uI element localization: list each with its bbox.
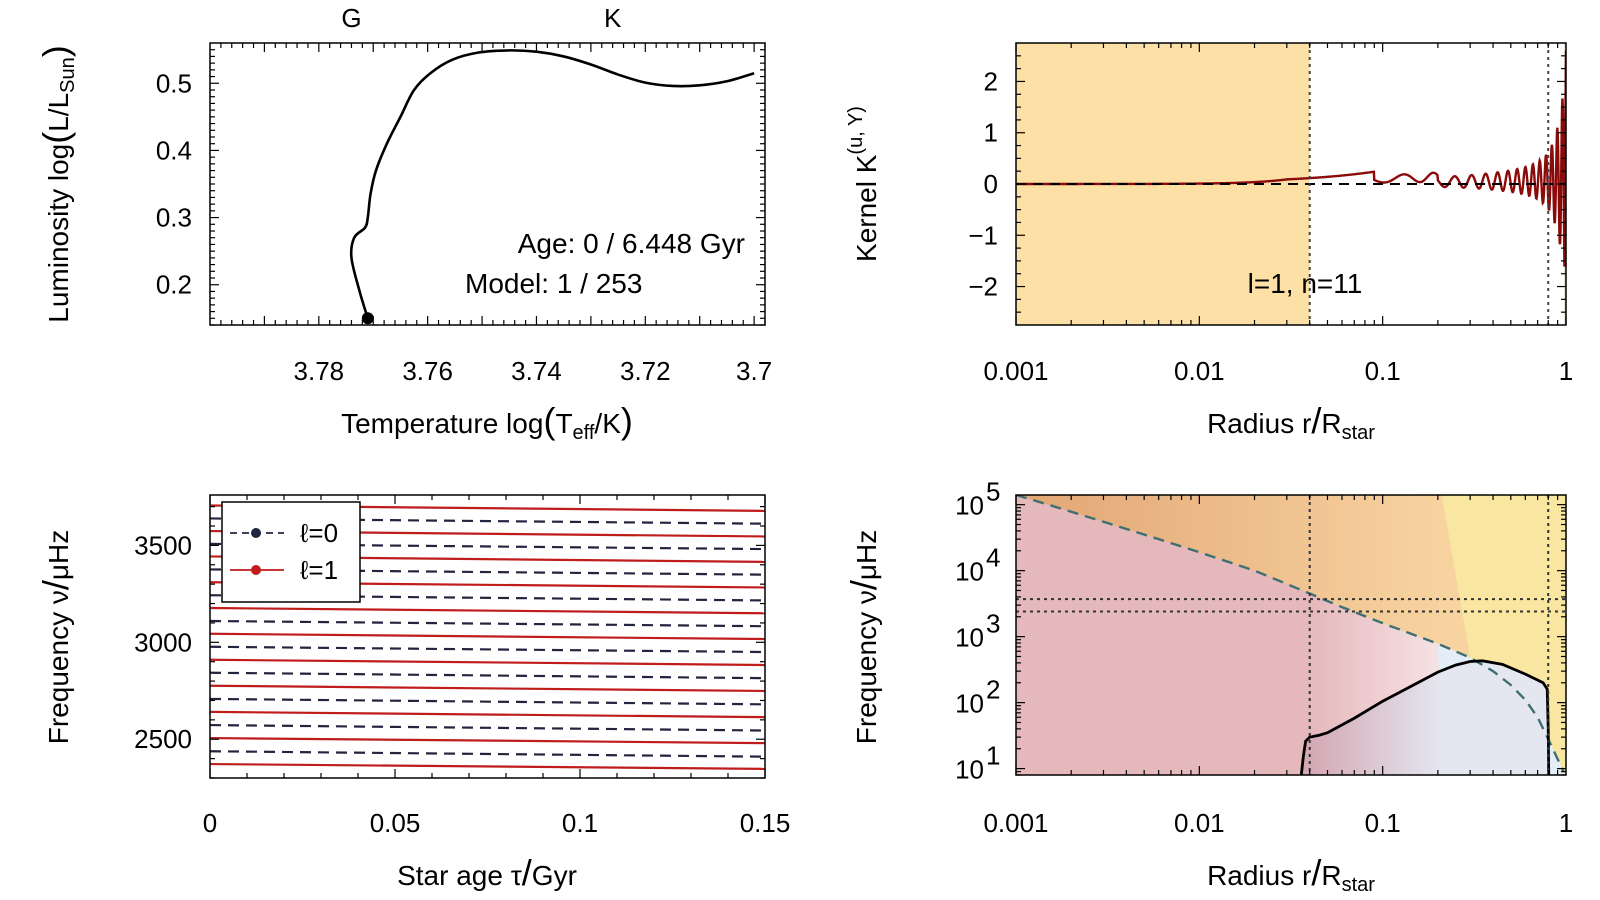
l0-mode-line <box>209 750 766 758</box>
prop-x-tick-label: 0.01 <box>1174 808 1225 838</box>
legend-l0-label: ℓ=0 <box>300 518 338 548</box>
l1-mode-line <box>209 710 766 719</box>
legend-l1-marker <box>251 565 261 575</box>
kernel-x-axis-label: Radius r/Rstar <box>1207 400 1375 444</box>
l1-mode-line <box>209 632 766 641</box>
prop-x-axis-label: Radius r/Rstar <box>1207 852 1375 896</box>
freq-x-tick-label: 0.1 <box>562 808 598 838</box>
buoyancy-frequency-curve <box>1299 659 1551 775</box>
kernel-y-tick-label: 1 <box>984 118 998 148</box>
prop-axes-frame <box>1015 494 1567 776</box>
kernel-y-tick-label: −2 <box>968 272 998 302</box>
kernel-x-tick-label: 0.01 <box>1174 356 1225 386</box>
kernel-y-tick-label: 0 <box>984 169 998 199</box>
hr-y-tick-label: 0.4 <box>156 135 192 165</box>
l0-mode-line <box>209 645 766 654</box>
prop-y-tick-label: 10 <box>955 491 984 521</box>
prop-y-axis-label: Frequency ν/μHz <box>843 530 884 744</box>
freq-x-tick-label: 0.05 <box>370 808 421 838</box>
prop-x-tick-label: 0.001 <box>983 808 1048 838</box>
legend: ℓ=0 ℓ=1 <box>221 501 361 603</box>
prop-y-tick-label: 10 <box>955 557 984 587</box>
prop-y-tick-exponent: 4 <box>986 543 1000 573</box>
freq-y-axis-label: Frequency ν/μHz <box>35 530 76 744</box>
spectral-class-label: G <box>341 3 361 33</box>
freq-x-axis-label: Star age τ/Gyr <box>397 852 577 893</box>
kernel-panel: 0.001 0.01 0.1 1 2 1 0 −1 −2 l=1, n=11 Radius r/… <box>845 42 1573 444</box>
gravity-mode-region <box>1301 660 1549 775</box>
l0-mode-line <box>209 723 766 732</box>
hr-x-tick-label: 3.76 <box>402 356 453 386</box>
spectral-class-label: K <box>604 3 622 33</box>
hr-x-axis-label: Temperature log(Teff/K) <box>341 400 633 444</box>
prop-y-tick-label: 10 <box>955 755 984 785</box>
hr-x-tick-label: 3.72 <box>620 356 671 386</box>
hr-y-axis-label: Luminosity log(L/LSun) <box>35 45 79 323</box>
l1-mode-line <box>209 684 766 693</box>
lamb-frequency-curve <box>1016 495 1565 773</box>
legend-l0-marker <box>251 528 261 538</box>
evolution-track <box>349 49 755 319</box>
freq-axes-frame <box>209 494 766 779</box>
hr-x-tick-label: 3.74 <box>511 356 562 386</box>
kernel-x-tick-label: 0.001 <box>983 356 1048 386</box>
mode-annotation: l=1, n=11 <box>1248 268 1363 299</box>
kernel-y-tick-label: −1 <box>968 220 998 250</box>
prop-y-tick-exponent: 3 <box>986 609 1000 639</box>
l0-mode-line <box>209 619 766 628</box>
l1-mode-line <box>209 658 766 667</box>
l1-mode-line <box>209 606 766 615</box>
frequency-age-panel: 0 0.05 0.1 0.15 2500 3000 3500 ℓ=0 ℓ=1 Star ag… <box>35 494 791 893</box>
legend-box <box>221 501 361 603</box>
current-model-marker <box>361 312 374 325</box>
freq-y-tick-label: 3500 <box>134 530 192 560</box>
prop-y-tick-label: 10 <box>955 689 984 719</box>
prop-y-tick-label: 10 <box>955 623 984 653</box>
above-lamb-region <box>1016 495 1566 775</box>
age-annotation: Age: 0 / 6.448 Gyr <box>518 228 745 259</box>
l1-mode-line <box>209 736 766 745</box>
freq-y-tick-label: 2500 <box>134 724 192 754</box>
hr-y-tick-label: 0.2 <box>156 270 192 300</box>
legend-l1-label: ℓ=1 <box>300 555 338 585</box>
prop-y-tick-exponent: 1 <box>986 741 1000 771</box>
model-annotation: Model: 1 / 253 <box>465 268 642 299</box>
hr-x-tick-label: 3.78 <box>294 356 345 386</box>
prop-x-tick-label: 0.1 <box>1365 808 1401 838</box>
prop-x-tick-label: 1 <box>1559 808 1573 838</box>
kernel-y-tick-label: 2 <box>984 66 998 96</box>
prop-y-tick-exponent: 2 <box>986 675 1000 705</box>
l1-mode-line <box>209 762 766 770</box>
freq-y-tick-label: 3000 <box>134 627 192 657</box>
freq-x-tick-label: 0.15 <box>740 808 791 838</box>
kernel-x-tick-label: 0.1 <box>1365 356 1401 386</box>
kernel-x-tick-label: 1 <box>1559 356 1573 386</box>
hr-y-tick-label: 0.5 <box>156 68 192 98</box>
hr-y-tick-label: 0.3 <box>156 203 192 233</box>
l0-mode-line <box>209 697 766 706</box>
kernel-y-axis-label: Kernel K(u, Y) <box>845 106 882 262</box>
freq-x-tick-label: 0 <box>203 808 217 838</box>
l0-mode-line <box>209 671 766 680</box>
hr-x-tick-label: 3.7 <box>736 356 772 386</box>
hr-diagram-panel: 3.78 3.76 3.74 3.72 3.7 0.2 0.3 0.4 0.5 G K Age: 0… <box>35 3 772 444</box>
prop-y-tick-exponent: 5 <box>986 477 1000 507</box>
